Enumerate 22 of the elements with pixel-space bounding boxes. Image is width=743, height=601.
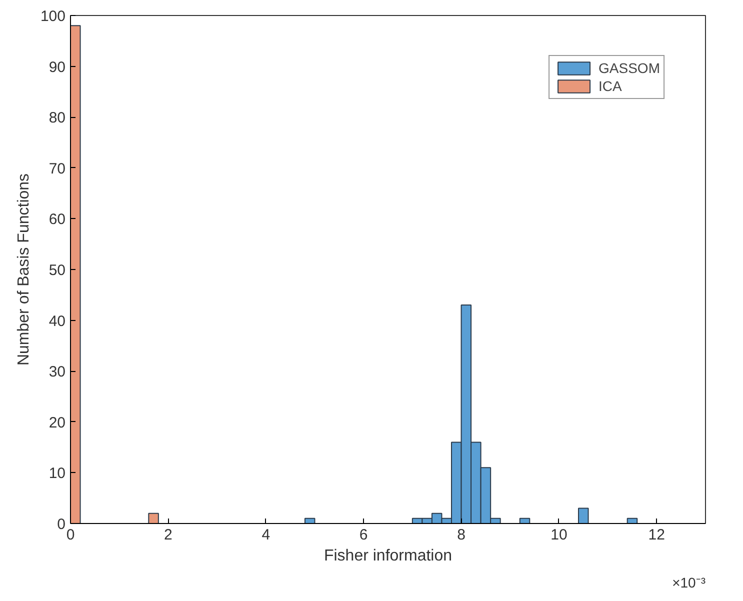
legend-label: GASSOM	[598, 60, 660, 76]
y-tick-label: 80	[48, 110, 66, 127]
y-tick-label: 0	[57, 516, 66, 533]
x-tick-label: 2	[164, 526, 172, 544]
x-tick-label: 12	[648, 526, 665, 544]
x-axis-title: Fisher information	[324, 548, 452, 564]
y-tick-label: 30	[48, 364, 66, 381]
y-tick-label: 70	[48, 160, 66, 178]
y-tick-label: 50	[48, 262, 66, 279]
x-tick-label: 4	[262, 526, 270, 544]
x-tick-label: 8	[457, 526, 466, 544]
y-tick-label: 40	[48, 312, 66, 330]
x-tick-label: 6	[359, 526, 368, 544]
x-tick-label: 10	[550, 526, 568, 544]
y-tick-label: 90	[48, 58, 66, 76]
text: ×10⁻³	[672, 574, 706, 590]
y-tick-label: 100	[40, 8, 66, 25]
y-tick-label: 10	[48, 465, 66, 482]
y-tick-label: 20	[48, 414, 66, 432]
legend-label: ICA	[598, 78, 622, 94]
y-tick-label: 60	[48, 211, 66, 228]
y-axis-title: Number of Basis Functions	[15, 173, 32, 366]
